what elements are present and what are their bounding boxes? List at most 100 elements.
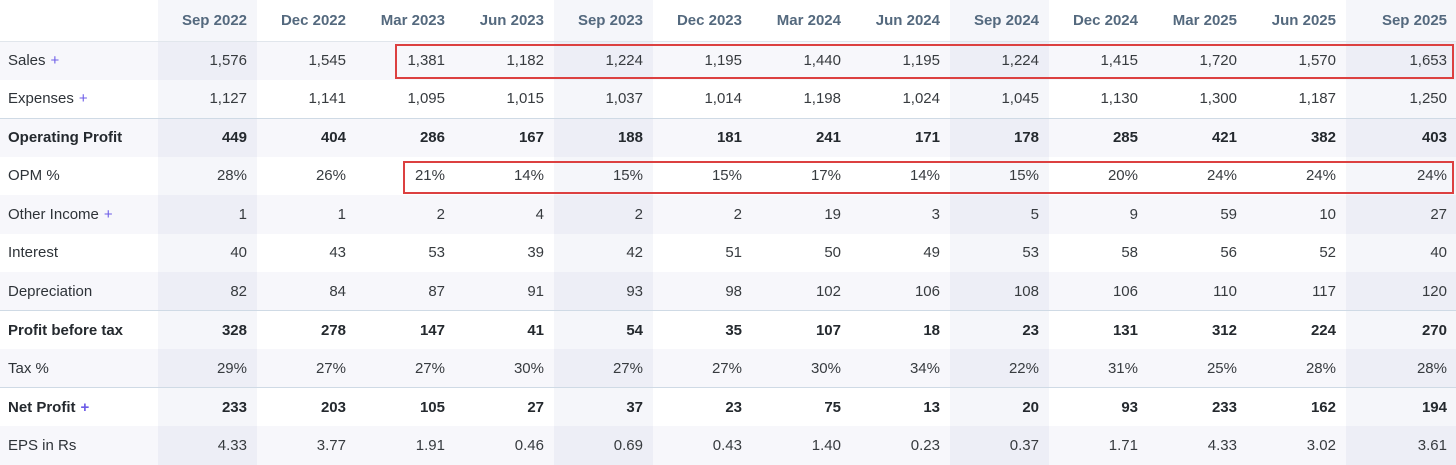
cell-value: 59 [1220,205,1237,223]
expand-plus-icon[interactable]: + [103,205,113,223]
cell-value: 181 [653,117,752,157]
cell-value: 1,300 [1199,90,1237,107]
row-label: Operating Profit [0,117,158,157]
row-label[interactable]: Other Income + [0,195,158,234]
cell-value: 3 [931,205,940,223]
cell-value: 0.43 [712,436,742,454]
cell-value: 171 [851,117,950,157]
cell-value: 23 [653,387,752,426]
cell-value: 120 [1346,272,1456,311]
cell-value: 26% [315,167,346,185]
table-row-sales: Sales +1,576 1,545 1,381 1,182 1,224 1,195 1,44… [0,41,1456,80]
cell-value: 4.33 [1207,436,1237,454]
row-label-text: Operating Profit [8,129,123,146]
cell-value: 1,037 [554,79,653,118]
cell-value: 50 [824,244,841,262]
cell-value: 27 [1346,195,1456,234]
table-row-opm: OPM % 28% 26% 21% 14% 15% 15% 17% 14% 15% 20% 24% 24… [0,156,1456,195]
row-label[interactable]: Sales + [0,41,158,80]
cell-value: 27% [711,359,742,377]
cell-value: 3.02 [1306,436,1336,454]
cell-value: 1,141 [308,90,346,107]
cell-value: 1,198 [803,90,841,107]
cell-value: 21% [414,167,445,185]
row-label-header [0,0,158,42]
cell-value: 167 [455,117,554,157]
cell-value: 13 [851,387,950,426]
cell-value: 54 [554,310,653,349]
cell-value: 312 [1148,310,1247,349]
row-label[interactable]: Net Profit + [0,387,158,426]
cell-value: 1,195 [704,52,742,69]
cell-value: 93 [554,272,653,311]
cell-value: 2 [554,195,653,234]
table-row-depreciation: Depreciation 82 84 87 91 93 98 102 106 108 106 110 1… [0,272,1456,311]
cell-value: 2 [436,205,445,223]
expand-plus-icon[interactable]: + [80,398,90,416]
cell-value: 56 [1220,244,1237,262]
table-row-interest: Interest 40 43 53 39 42 51 50 49 53 58 56 52 40 [0,233,1456,272]
cell-value: 233 [158,387,257,426]
row-label-text: Expenses [8,90,74,107]
expand-plus-icon[interactable]: + [78,90,88,107]
table-row-tax: Tax % 29% 27% 27% 30% 27% 27% 30% 34% 22% 31% 25% 28… [0,349,1456,388]
cell-value: 27 [455,387,554,426]
cell-value: 3.61 [1346,426,1456,465]
cell-value: 382 [1247,117,1346,157]
cell-value: 23 [950,310,1049,349]
table-row-other-income: Other Income +1 1 2 4 2 2 19 3 5 9 59 10 27 [0,195,1456,234]
expand-plus-icon[interactable]: + [50,52,60,69]
cell-value: 102 [815,282,841,300]
cell-value: 24% [1206,167,1237,185]
cell-value: 449 [158,117,257,157]
cell-value: 18 [851,310,950,349]
row-label: Tax % [0,349,158,388]
cell-value: 0.23 [910,436,940,454]
row-label-text: Depreciation [8,282,93,300]
cell-value: 1,130 [1100,90,1138,107]
column-header-jun-2024: Jun 2024 [851,0,950,42]
cell-value: 84 [329,282,346,300]
cell-value: 1,381 [407,52,445,69]
cell-value: 1,045 [950,79,1049,118]
row-label-text: Sales [8,52,46,69]
column-header-sep-2023: Sep 2023 [554,0,653,42]
cell-value: 278 [257,310,356,349]
cell-value: 53 [950,233,1049,272]
table-row-expenses: Expenses +1,127 1,141 1,095 1,015 1,037 1,014 1… [0,79,1456,119]
cell-value: 29% [158,349,257,388]
cell-value: 3.77 [316,436,346,454]
cell-value: 58 [1121,244,1138,262]
cell-value: 17% [810,167,841,185]
cell-value: 28% [1305,359,1336,377]
cell-value: 224 [1247,310,1346,349]
cell-value: 31% [1107,359,1138,377]
cell-value: 15% [554,156,653,195]
row-label-text: Tax % [8,359,49,377]
row-label-text: OPM % [8,167,60,185]
cell-value: 20% [1107,167,1138,185]
cell-value: 10 [1319,205,1336,223]
cell-value: 188 [554,117,653,157]
cell-value: 27% [414,359,445,377]
cell-value: 1,570 [1298,52,1336,69]
column-header-jun-2025: Jun 2025 [1247,0,1346,42]
row-label-text: Net Profit [8,398,76,416]
cell-value: 162 [1247,387,1346,426]
cell-value: 34% [909,359,940,377]
row-label-text: Profit before tax [8,321,124,339]
cell-value: 40 [1346,233,1456,272]
cell-value: 403 [1346,117,1456,157]
cell-value: 1,195 [902,52,940,69]
cell-value: 194 [1346,387,1456,426]
cell-value: 1,440 [803,52,841,69]
row-label[interactable]: Expenses + [0,80,158,119]
cell-value: 286 [356,117,455,157]
cell-value: 22% [950,349,1049,388]
column-header-dec-2022: Dec 2022 [257,0,356,42]
cell-value: 1,015 [506,90,544,107]
cell-value: 0.37 [950,426,1049,465]
table-row-profit-before-tax: Profit before tax 328 278 147 41 54 35 107 18 23 1… [0,310,1456,349]
table-row-net-profit: Net Profit +233 203 105 27 37 23 75 13 20 93 233 162… [0,387,1456,426]
